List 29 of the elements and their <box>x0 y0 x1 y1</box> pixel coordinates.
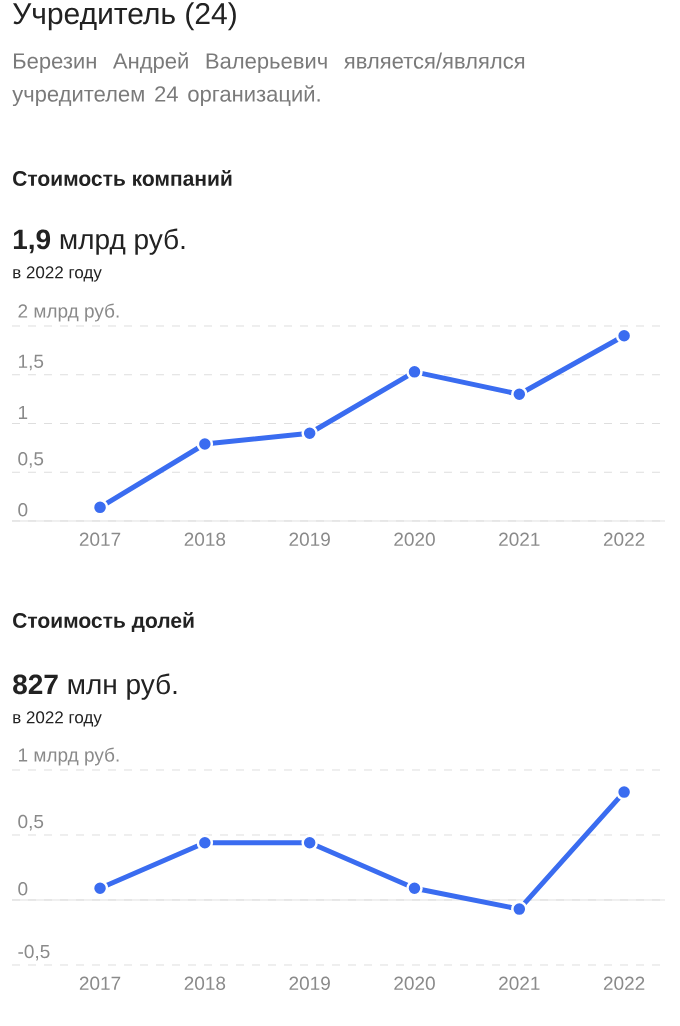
text: в 2022 году <box>13 711 102 727</box>
y-tick-label: 0,5 <box>18 452 44 468</box>
text: Березин Андрей Валерьевич является/являлся учредителем 24 организаций. <box>12 52 525 107</box>
y-tick-label: -0,5 <box>18 944 50 961</box>
x-tick-label: 2022 <box>603 976 645 990</box>
y-tick-label: 0 <box>18 882 28 896</box>
x-tick-label: 2019 <box>289 532 330 546</box>
x-tick-label: 2021 <box>499 976 540 990</box>
text: в 2022 году <box>13 266 102 282</box>
chart-title: Стоимость долей <box>13 612 194 632</box>
x-tick-label: 2017 <box>79 532 121 546</box>
y-tick-label: 1 млрд руб. <box>18 747 119 766</box>
y-tick-label: 0,5 <box>18 814 44 831</box>
y-tick-label: 0 <box>18 503 28 517</box>
x-tick-label: 2021 <box>499 532 540 546</box>
x-tick-label: 2018 <box>184 976 226 990</box>
y-tick-label: 1 <box>18 405 28 419</box>
y-tick-label: 2 млрд руб. <box>18 303 119 322</box>
x-tick-label: 2017 <box>79 976 121 990</box>
text: Учредитель (24) <box>13 2 236 31</box>
x-tick-label: 2022 <box>603 532 645 546</box>
chart-title: Стоимость компаний <box>13 170 232 186</box>
chart-subtitle: 1,9 млрд руб. <box>13 228 185 255</box>
chart-subtitle: 827 млн руб. <box>13 673 177 700</box>
x-tick-label: 2020 <box>394 532 435 546</box>
x-tick-label: 2020 <box>394 976 435 990</box>
y-tick-label: 1,5 <box>18 354 44 371</box>
x-tick-label: 2018 <box>184 532 226 546</box>
x-tick-label: 2019 <box>289 976 330 990</box>
